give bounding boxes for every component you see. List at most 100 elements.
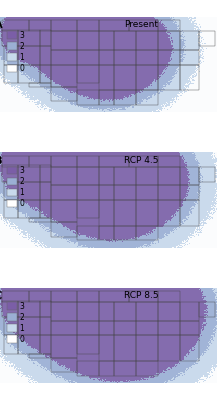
Text: 1: 1 (20, 324, 24, 333)
Bar (2, 20, 30, 32)
Text: C: C (0, 291, 2, 301)
Bar (51, 200, 77, 222)
Bar (77, 336, 99, 354)
Bar (114, 167, 136, 185)
Bar (7, 178, 16, 185)
Bar (158, 321, 180, 336)
Bar (2, 156, 30, 167)
Bar (77, 226, 99, 240)
Bar (7, 200, 16, 207)
Bar (2, 300, 18, 317)
Bar (51, 321, 77, 336)
Bar (114, 50, 136, 64)
Bar (180, 64, 199, 90)
Bar (136, 200, 158, 226)
Text: 1: 1 (20, 188, 24, 197)
Bar (199, 302, 215, 317)
Bar (180, 167, 199, 185)
Bar (2, 165, 18, 182)
Bar (136, 167, 158, 185)
Bar (40, 200, 51, 218)
Bar (99, 226, 114, 240)
Bar (99, 336, 114, 361)
Text: 1: 1 (20, 53, 24, 62)
Bar (2, 291, 30, 302)
Bar (99, 156, 129, 167)
Bar (18, 46, 40, 64)
Bar (129, 156, 158, 167)
Text: 3: 3 (20, 166, 24, 175)
Bar (4, 317, 18, 336)
Bar (77, 64, 99, 83)
Bar (180, 302, 199, 321)
Bar (99, 50, 114, 64)
Bar (7, 324, 16, 332)
Bar (40, 336, 51, 354)
Bar (99, 361, 114, 376)
Bar (7, 314, 16, 321)
Bar (99, 291, 129, 302)
Bar (114, 226, 136, 240)
Bar (30, 20, 51, 32)
Bar (99, 32, 114, 50)
Bar (40, 30, 51, 46)
Bar (7, 54, 16, 61)
Bar (51, 358, 77, 372)
Bar (158, 20, 180, 32)
Bar (114, 302, 136, 321)
Bar (18, 317, 40, 336)
Bar (77, 302, 99, 321)
Bar (180, 185, 199, 200)
Bar (114, 32, 136, 50)
Bar (136, 361, 158, 376)
Bar (77, 291, 99, 302)
Bar (51, 20, 77, 32)
Bar (51, 32, 77, 50)
Bar (77, 361, 99, 376)
Bar (18, 64, 40, 83)
Bar (51, 156, 77, 167)
Bar (136, 50, 158, 64)
Bar (77, 167, 99, 185)
Bar (51, 86, 77, 101)
Bar (158, 200, 180, 226)
Bar (18, 300, 40, 317)
Bar (180, 200, 199, 226)
Bar (51, 336, 77, 358)
Bar (18, 182, 40, 200)
Bar (99, 321, 114, 336)
Text: 2: 2 (20, 177, 24, 186)
Bar (4, 336, 18, 354)
Text: 0: 0 (20, 335, 24, 344)
Bar (7, 32, 16, 39)
Bar (30, 83, 51, 86)
Bar (7, 189, 16, 196)
Bar (114, 90, 136, 105)
Bar (30, 354, 51, 358)
Bar (4, 182, 18, 200)
Text: 0: 0 (20, 199, 24, 208)
Bar (114, 64, 136, 90)
Bar (51, 291, 77, 302)
Bar (158, 167, 180, 185)
Text: A: A (0, 20, 2, 30)
Bar (7, 42, 16, 50)
Bar (18, 336, 40, 354)
Bar (158, 50, 180, 64)
Bar (7, 302, 16, 310)
Bar (180, 50, 199, 64)
Bar (180, 321, 199, 336)
Bar (77, 185, 99, 200)
Bar (51, 50, 77, 64)
Bar (30, 291, 51, 302)
Bar (158, 185, 180, 200)
Bar (77, 90, 99, 105)
Bar (158, 156, 180, 167)
Bar (40, 46, 51, 64)
Bar (7, 64, 16, 72)
Bar (51, 64, 77, 86)
Text: Present: Present (124, 20, 158, 29)
Bar (30, 156, 51, 167)
Bar (136, 336, 158, 361)
Bar (51, 167, 77, 185)
